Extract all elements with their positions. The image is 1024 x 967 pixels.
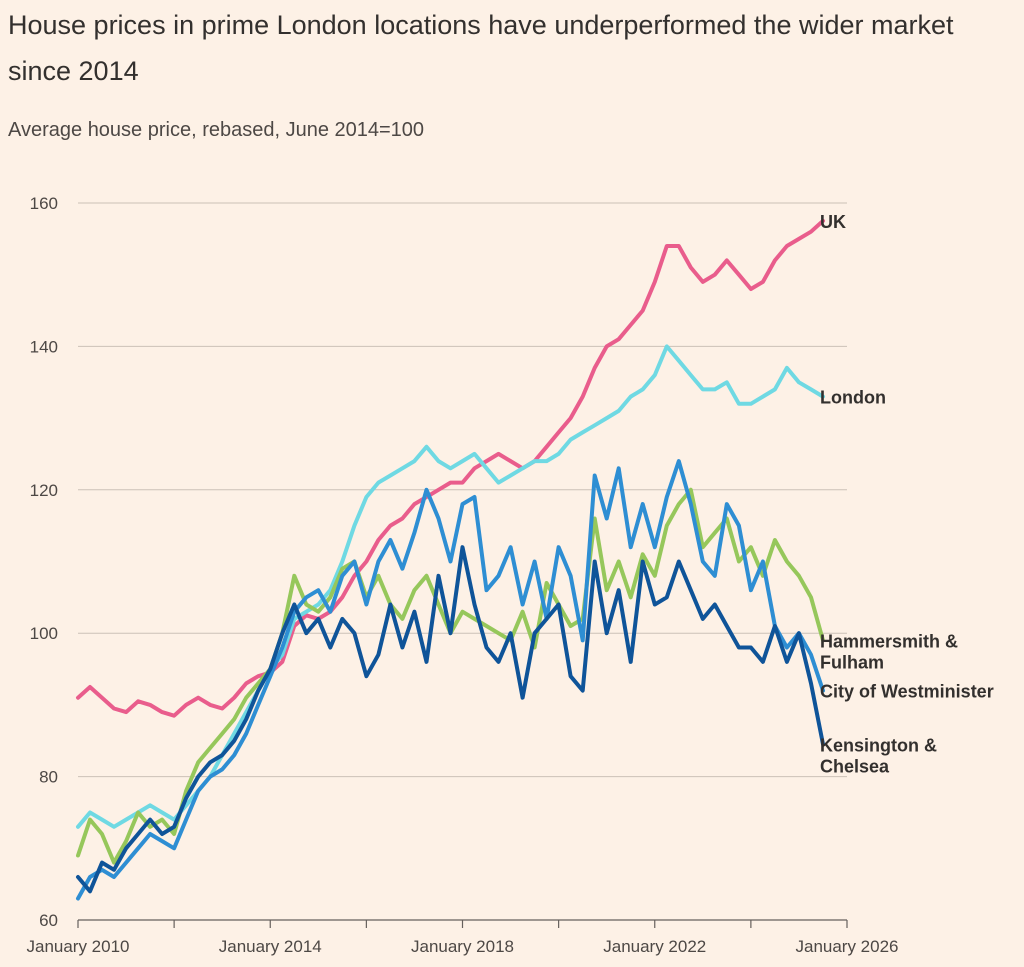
x-tick-label: January 2018	[411, 937, 514, 956]
y-tick-label: 100	[30, 624, 58, 643]
series-label: Chelsea	[820, 756, 890, 776]
y-tick-label: 120	[30, 481, 58, 500]
series-label: Kensington &	[820, 735, 937, 755]
x-tick-label: January 2010	[26, 937, 129, 956]
series-line-kensington-chelsea	[76, 545, 825, 894]
series-label: UK	[820, 212, 846, 232]
y-tick-label: 160	[30, 194, 58, 213]
x-tick-label: January 2022	[603, 937, 706, 956]
x-axis: January 2010 January 2014 January 2018 Janu…	[26, 919, 899, 956]
series-label: City of Westminister	[820, 682, 994, 702]
x-tick-label: January 2026	[795, 937, 898, 956]
chart-subtitle: Average house price, rebased, June 2014=…	[8, 119, 425, 141]
series-label: Hammersmith &	[820, 631, 958, 651]
series-lines	[76, 218, 825, 901]
series-label: London	[820, 388, 886, 408]
series-label: Fulham	[820, 652, 884, 672]
y-axis-ticks: 60 80 100 120 140 160	[30, 194, 58, 930]
y-tick-label: 140	[30, 337, 58, 356]
y-tick-label: 60	[39, 911, 58, 930]
series-labels: UK London Hammersmith &Fulham City of Westm…	[820, 212, 994, 776]
series-line-london	[76, 344, 825, 829]
chart-title: House prices in prime London locations h…	[8, 10, 954, 86]
y-tick-label: 80	[39, 768, 58, 787]
series-line-city-of-westminister	[76, 459, 825, 901]
series-line-uk	[76, 218, 825, 718]
x-tick-label: January 2014	[219, 937, 322, 956]
gridlines	[78, 202, 847, 778]
